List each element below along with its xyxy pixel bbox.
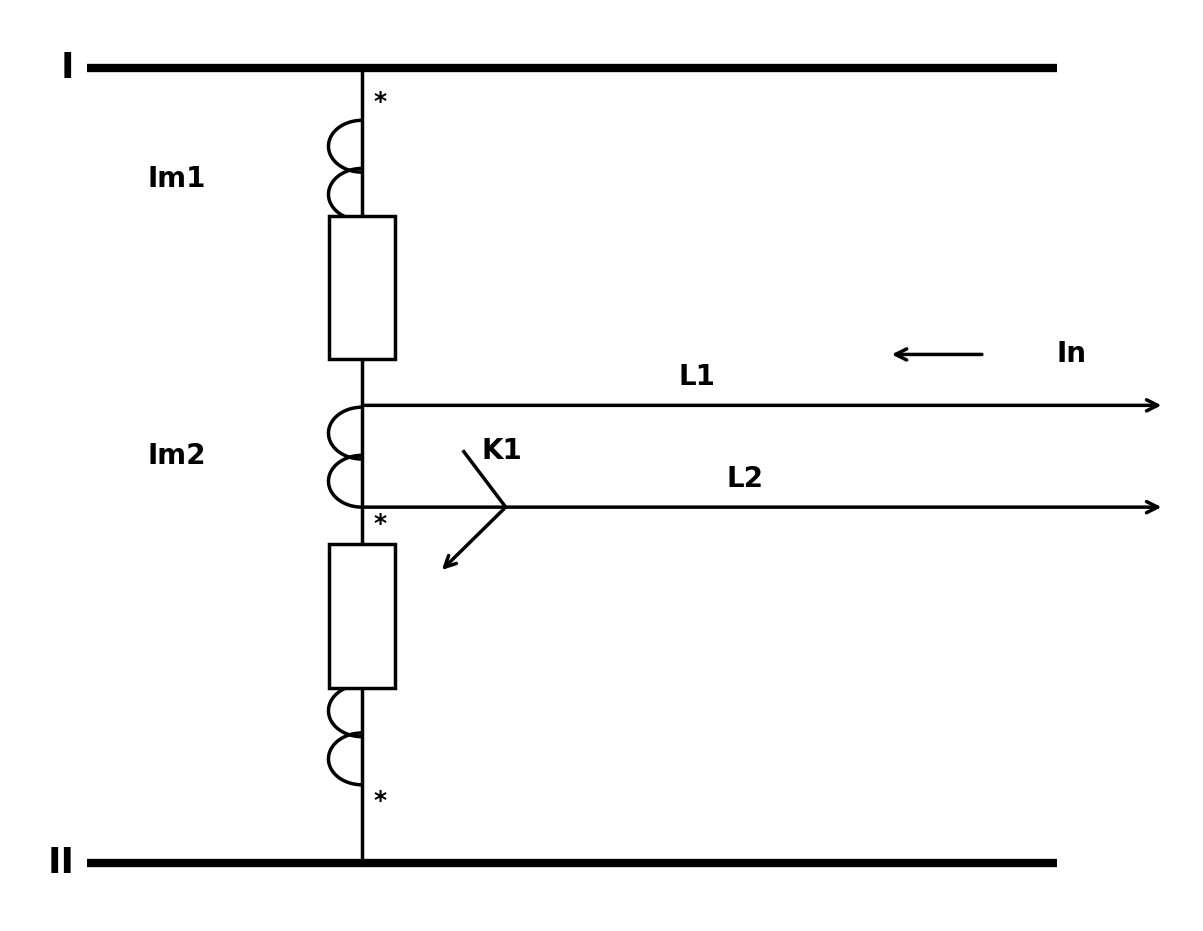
Text: I: I (61, 50, 75, 85)
Text: *: * (374, 789, 387, 814)
Text: Im2: Im2 (148, 442, 207, 470)
Text: L1: L1 (678, 363, 716, 391)
Text: Im1: Im1 (148, 165, 207, 193)
Text: In: In (1056, 341, 1086, 369)
Text: II: II (48, 846, 75, 881)
Bar (330, 216, 395, 359)
Text: K1: K1 (481, 438, 522, 466)
Text: *: * (374, 512, 387, 535)
Bar (330, 544, 395, 688)
Text: *: * (374, 89, 387, 114)
Text: L2: L2 (727, 466, 764, 493)
